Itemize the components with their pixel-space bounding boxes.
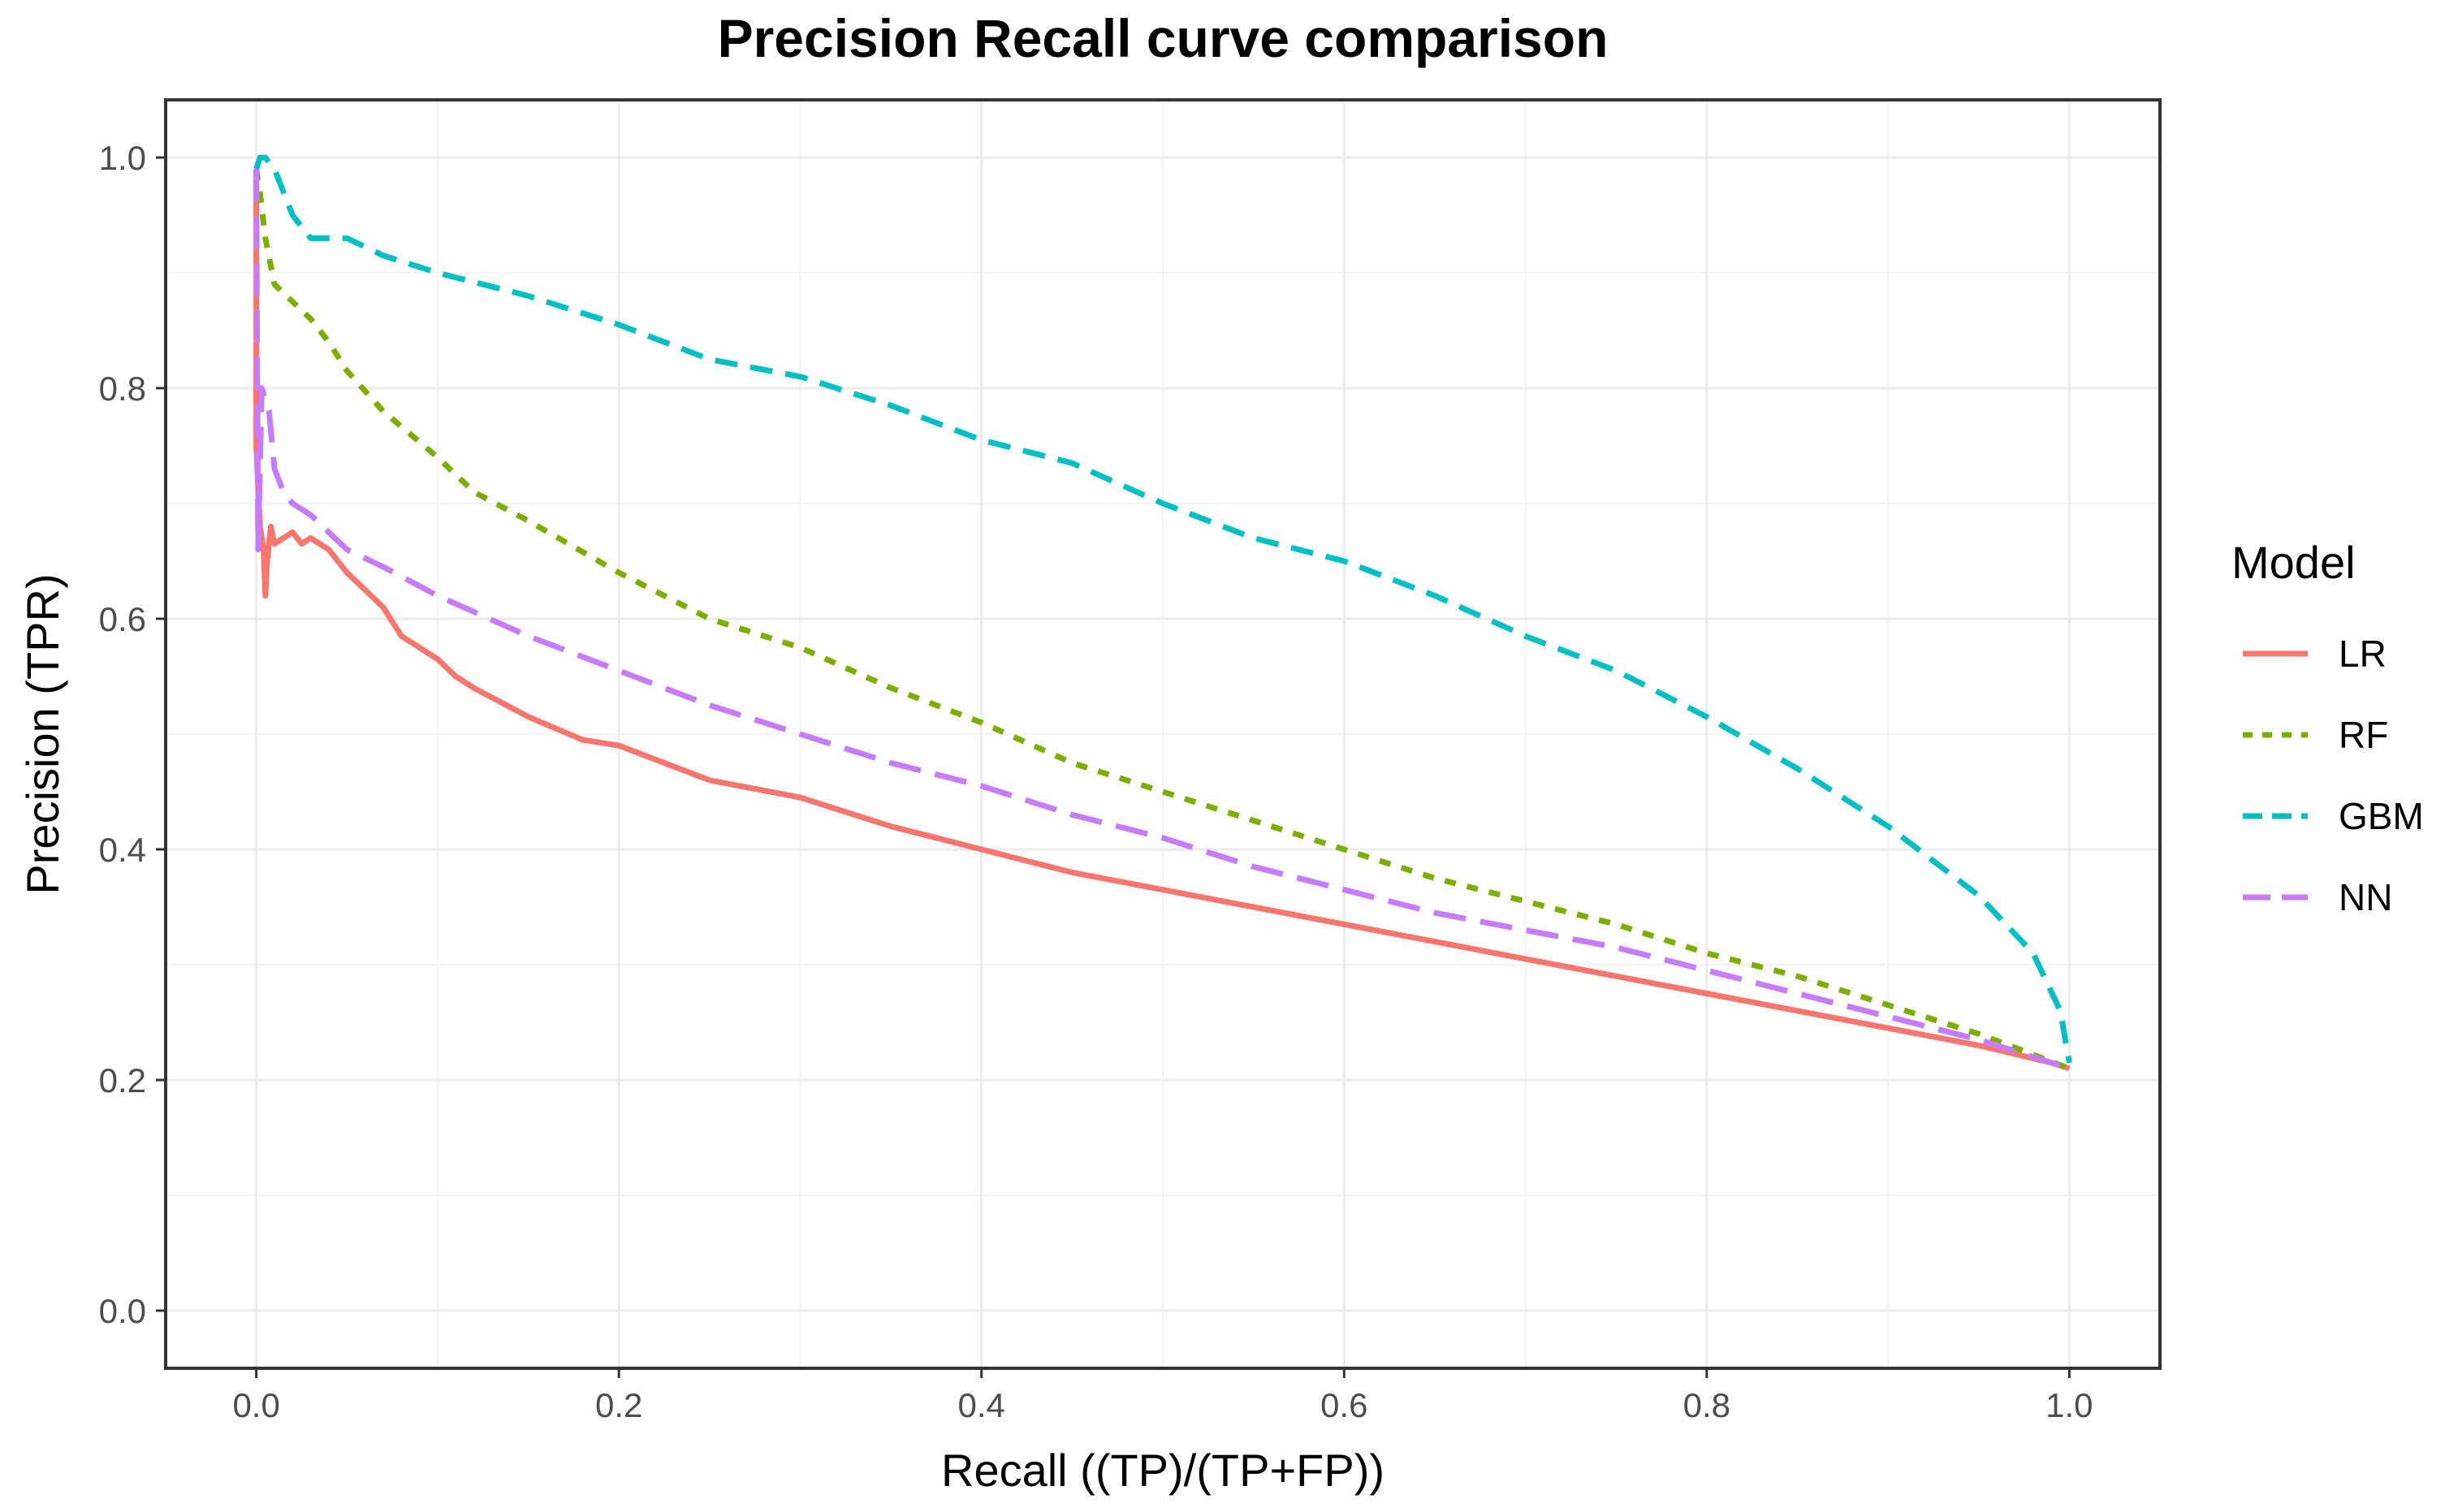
series-line-rf: [253, 168, 2071, 1072]
y-axis-title: Precision (TPR): [17, 573, 68, 894]
y-tick-label: 1.0: [99, 139, 146, 177]
tick-layer: 0.0 0.2 0.4 0.6 0.8 1.0 0.0 0.2 0.4 0.6 0.8 1.0: [99, 139, 2093, 1424]
legend-label-nn: NN: [2339, 876, 2392, 918]
x-tick-label: 0.2: [595, 1386, 642, 1424]
plot-panel-border: [164, 98, 2162, 1370]
series-layer: [253, 154, 2072, 1072]
y-tick-label: 0.4: [99, 831, 146, 869]
x-tick-label: 0.6: [1320, 1386, 1367, 1424]
x-axis-title: Recall ((TP)/(TP+FP)): [941, 1445, 1384, 1496]
legend: Model LR RF GBM NN: [2231, 537, 2424, 918]
series-line-nn: [253, 169, 2071, 1072]
legend-label-gbm: GBM: [2339, 795, 2424, 837]
y-tick-label: 0.2: [99, 1061, 146, 1099]
chart-title: Precision Recall curve comparison: [718, 8, 1609, 68]
x-tick-label: 0.8: [1683, 1386, 1730, 1424]
y-tick-label: 0.0: [99, 1292, 146, 1330]
legend-label-lr: LR: [2339, 633, 2387, 675]
legend-title: Model: [2231, 537, 2356, 588]
y-tick-label: 0.6: [99, 600, 146, 638]
x-tick-label: 0.4: [958, 1386, 1005, 1424]
x-tick-label: 0.0: [232, 1386, 279, 1424]
series-line-gbm: [253, 154, 2072, 1064]
legend-items: LR RF GBM NN: [2243, 633, 2424, 918]
x-tick-label: 1.0: [2045, 1386, 2093, 1424]
legend-label-rf: RF: [2339, 714, 2388, 756]
series-line-lr: [253, 169, 2071, 1072]
y-tick-label: 0.8: [99, 369, 146, 408]
